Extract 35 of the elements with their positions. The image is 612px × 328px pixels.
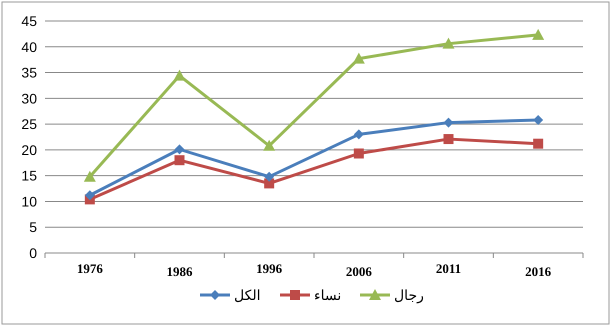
point: [354, 148, 364, 158]
y-tick-label: 25: [21, 116, 38, 132]
point: [174, 144, 184, 154]
legend-label: الكل: [234, 288, 260, 304]
point: [533, 114, 544, 125]
point: [84, 170, 96, 182]
point: [354, 129, 364, 140]
y-tick-label: 35: [21, 64, 38, 81]
point: [263, 140, 276, 151]
y-tick-label: 45: [21, 13, 38, 29]
y-tick-label: 15: [21, 168, 38, 184]
y-tick-label: 0: [29, 245, 38, 261]
x-tick-label: 2011: [436, 261, 462, 276]
x-tick-label: 1996: [256, 261, 283, 276]
y-tick-label: 30: [21, 90, 38, 106]
legend-label: نساء: [314, 288, 342, 304]
point: [442, 38, 454, 49]
x-tick-label: 1976: [76, 261, 104, 276]
x-tick-label: 2016: [525, 264, 552, 279]
point: [532, 28, 544, 40]
x-tick-label: 1986: [166, 264, 193, 279]
point: [84, 190, 95, 200]
point: [174, 70, 186, 81]
y-tick-label: 5: [29, 219, 38, 236]
legend-label: رجال: [394, 288, 424, 304]
y-tick-label: 40: [21, 38, 38, 55]
point: [174, 155, 184, 166]
point: [352, 52, 365, 64]
y-tick-label: 10: [21, 193, 38, 210]
point: [444, 118, 454, 128]
y-tick-label: 20: [21, 142, 38, 158]
point: [533, 138, 544, 149]
x-tick-label: 2006: [346, 264, 372, 279]
point: [264, 172, 274, 182]
point: [444, 134, 454, 144]
